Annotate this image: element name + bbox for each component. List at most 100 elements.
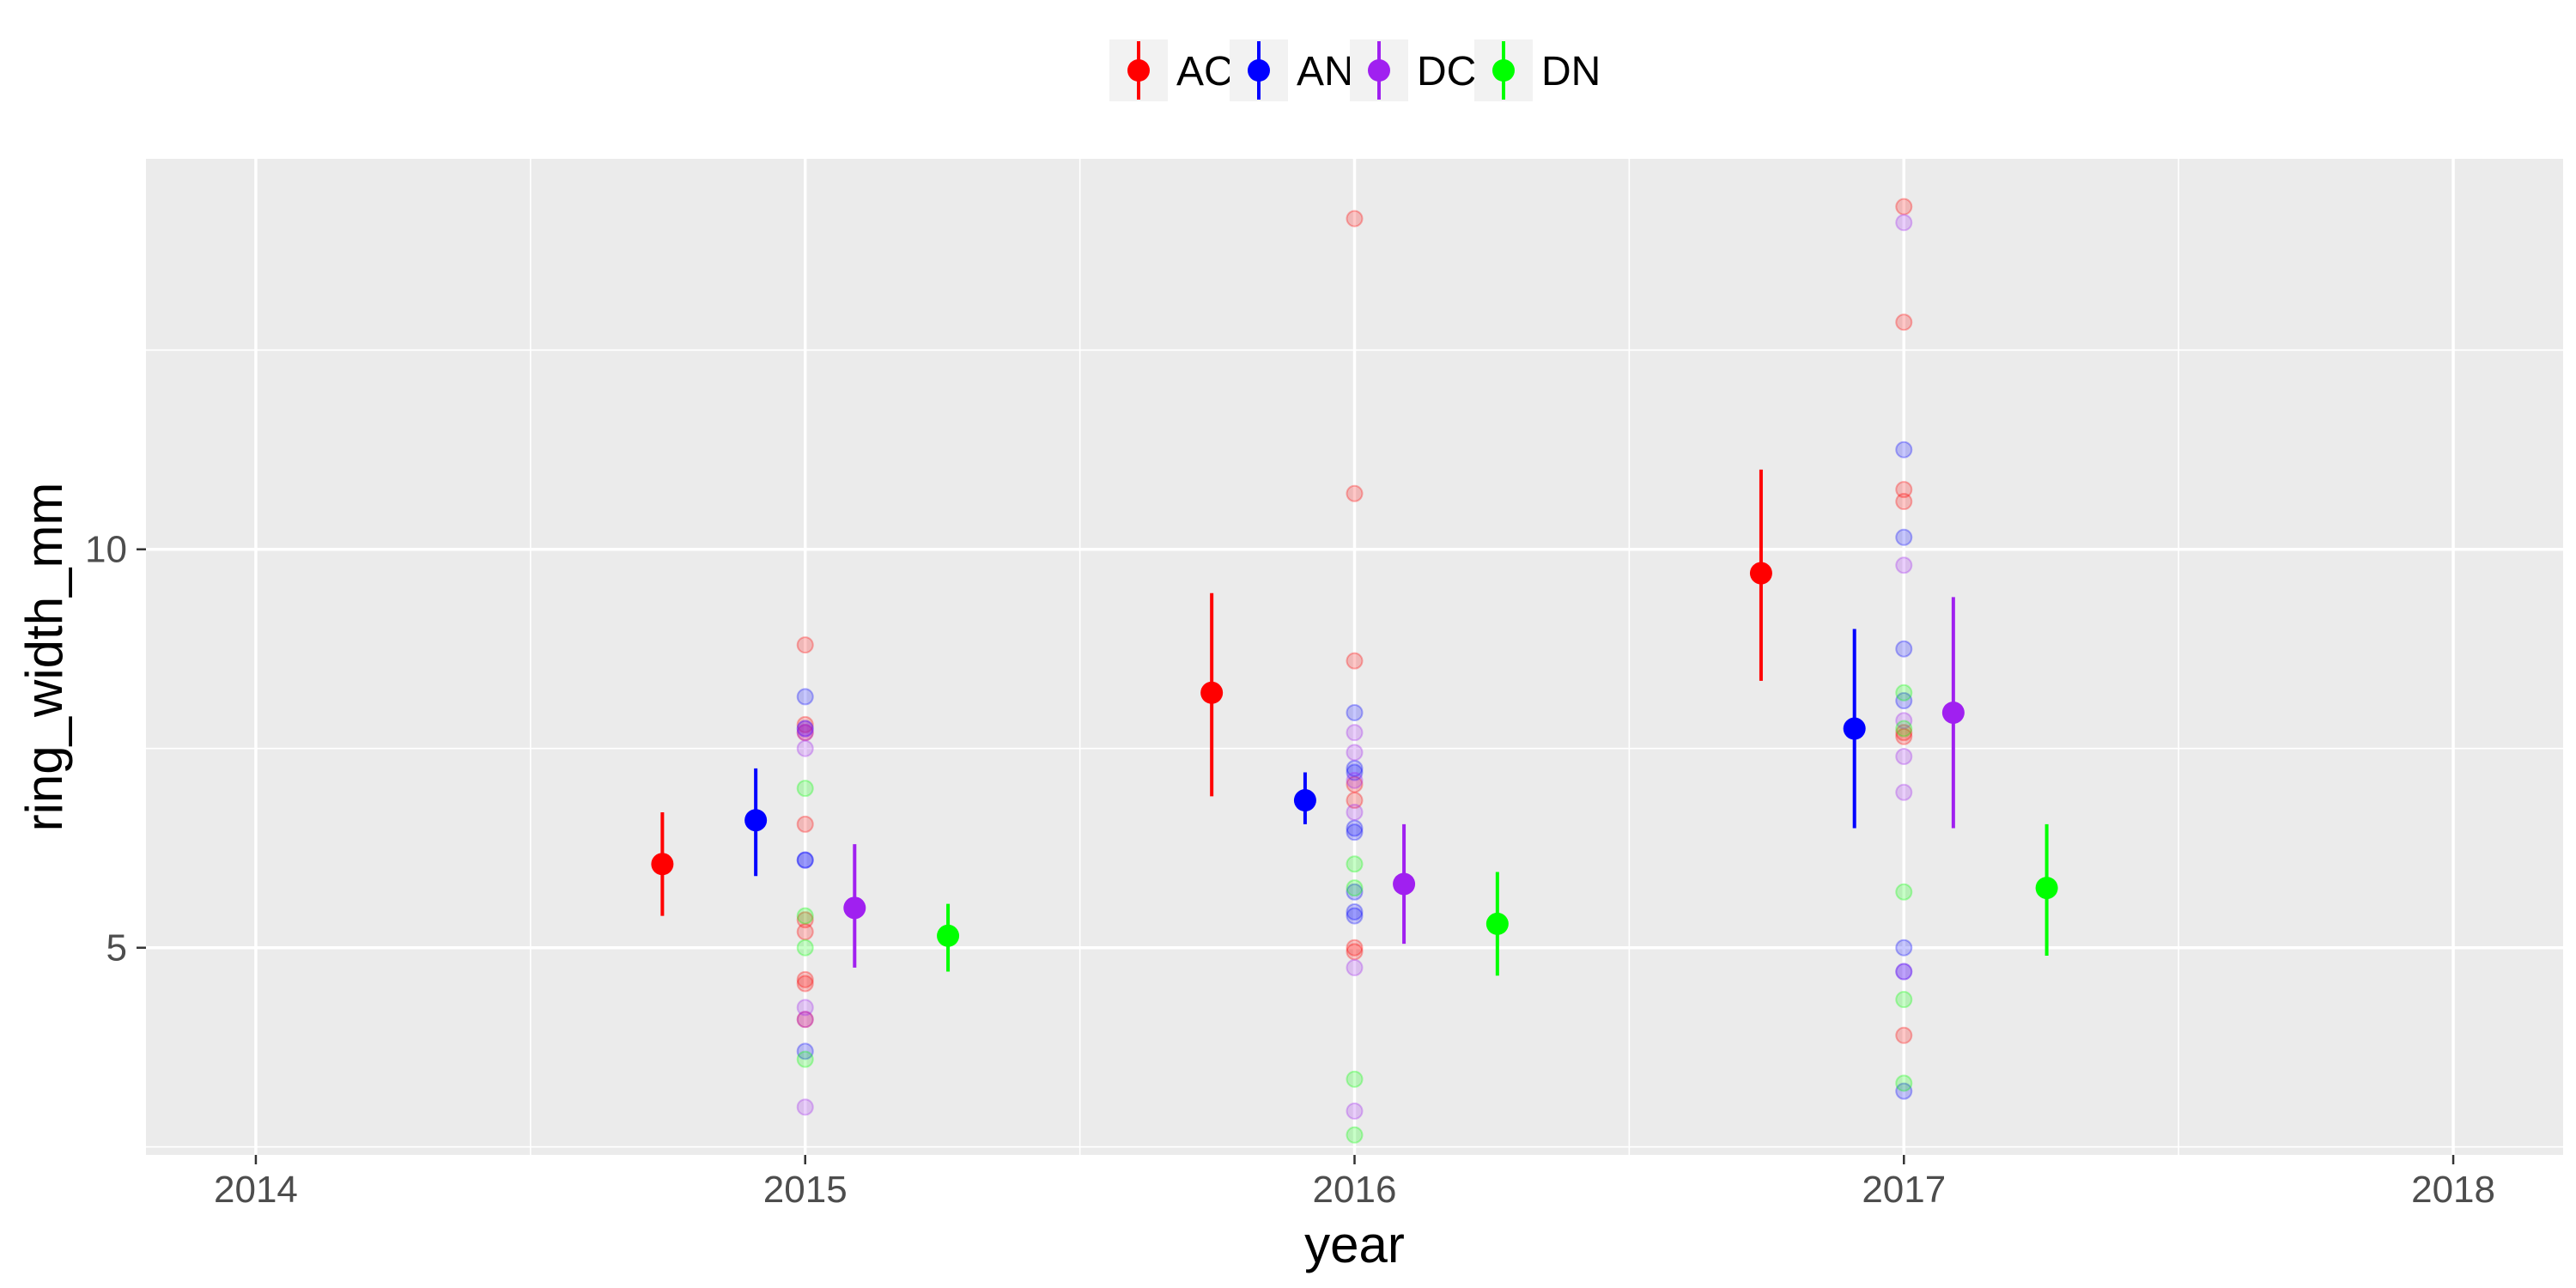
legend-label: DC xyxy=(1417,49,1476,94)
raw-point xyxy=(1895,724,1913,742)
raw-point xyxy=(796,975,814,993)
raw-points-layer xyxy=(796,197,1913,1144)
legend-key-point xyxy=(1368,59,1390,82)
raw-point xyxy=(1895,1026,1913,1044)
grid-lines xyxy=(146,159,2563,1155)
raw-point xyxy=(796,1011,814,1029)
legend-label: AN xyxy=(1297,49,1354,94)
y-axis-title: ring_width_mm xyxy=(15,483,73,832)
raw-point xyxy=(796,851,814,869)
y-tick-label: 5 xyxy=(106,927,127,969)
raw-point xyxy=(1895,1082,1913,1100)
mean-point xyxy=(744,809,768,832)
raw-point xyxy=(1346,943,1364,961)
mean-point xyxy=(2035,877,2058,900)
raw-point xyxy=(796,780,814,798)
raw-point xyxy=(1895,214,1913,232)
raw-point xyxy=(1895,748,1913,765)
raw-point xyxy=(796,739,814,757)
raw-point xyxy=(1346,652,1364,670)
mean-point xyxy=(1749,562,1772,585)
raw-point xyxy=(1895,197,1913,216)
mean-point xyxy=(937,924,960,947)
raw-point xyxy=(1346,939,1364,957)
raw-point xyxy=(1895,556,1913,574)
legend-label: AC xyxy=(1176,49,1234,94)
raw-point xyxy=(796,1042,814,1060)
raw-point xyxy=(1895,640,1913,658)
raw-point xyxy=(1346,792,1364,810)
summary-layer xyxy=(651,469,2058,976)
raw-point xyxy=(796,1098,814,1116)
raw-point xyxy=(1346,1070,1364,1088)
raw-point xyxy=(1346,907,1364,925)
raw-point xyxy=(1346,902,1364,920)
raw-point xyxy=(1346,855,1364,873)
y-tick-label: 10 xyxy=(85,529,127,571)
raw-point xyxy=(1346,703,1364,721)
raw-point xyxy=(1895,493,1913,511)
mean-point xyxy=(1941,701,1965,724)
raw-point xyxy=(796,911,814,929)
raw-point xyxy=(796,1050,814,1068)
raw-point xyxy=(1346,1126,1364,1144)
raw-point xyxy=(1346,958,1364,976)
raw-point xyxy=(796,923,814,941)
raw-point xyxy=(796,851,814,869)
mean-point xyxy=(651,853,674,876)
raw-point xyxy=(1346,484,1364,502)
x-axis-title: year xyxy=(1304,1216,1405,1273)
raw-point xyxy=(1346,823,1364,841)
mean-point xyxy=(1393,872,1416,896)
raw-point xyxy=(1895,692,1913,710)
raw-point xyxy=(1895,727,1913,745)
raw-point xyxy=(1346,819,1364,837)
raw-point xyxy=(796,970,814,988)
x-tick-label: 2015 xyxy=(763,1169,848,1211)
raw-point xyxy=(1895,528,1913,546)
raw-point xyxy=(1895,481,1913,499)
raw-point xyxy=(1346,759,1364,777)
raw-point xyxy=(796,688,814,706)
raw-point xyxy=(1346,803,1364,821)
raw-point xyxy=(1895,883,1913,901)
raw-point xyxy=(1895,440,1913,459)
raw-point xyxy=(1346,771,1364,789)
raw-point xyxy=(1346,1102,1364,1120)
raw-point xyxy=(796,815,814,833)
raw-point xyxy=(1346,724,1364,742)
raw-point xyxy=(1895,313,1913,331)
x-tick-label: 2014 xyxy=(214,1169,298,1211)
mean-point xyxy=(1485,912,1509,935)
raw-point xyxy=(796,724,814,742)
mean-point xyxy=(1843,717,1866,740)
raw-point xyxy=(796,724,814,742)
raw-point xyxy=(1895,963,1913,981)
raw-point xyxy=(796,720,814,738)
raw-point xyxy=(796,999,814,1017)
legend-key-point xyxy=(1127,59,1150,82)
raw-point xyxy=(1895,720,1913,738)
legend-label: DN xyxy=(1541,49,1601,94)
legend-item-dc: DC xyxy=(1350,39,1476,101)
raw-point xyxy=(1346,210,1364,228)
mean-point xyxy=(843,896,866,920)
raw-point xyxy=(796,907,814,925)
raw-point xyxy=(1346,879,1364,897)
raw-point xyxy=(796,1011,814,1029)
x-tick-label: 2016 xyxy=(1313,1169,1397,1211)
raw-point xyxy=(1346,883,1364,901)
raw-point xyxy=(796,939,814,957)
raw-point xyxy=(1895,783,1913,801)
x-tick-label: 2018 xyxy=(2411,1169,2495,1211)
raw-point xyxy=(1895,939,1913,957)
legend: AC AN DC DN xyxy=(1109,39,1601,101)
raw-point xyxy=(1346,775,1364,793)
raw-point xyxy=(1895,712,1913,730)
raw-point xyxy=(1895,1074,1913,1092)
raw-point xyxy=(796,720,814,738)
legend-item-ac: AC xyxy=(1109,39,1234,101)
raw-point xyxy=(1895,963,1913,981)
axes: 2014 2015 2016 2017 2018 5 10 xyxy=(85,529,2495,1211)
